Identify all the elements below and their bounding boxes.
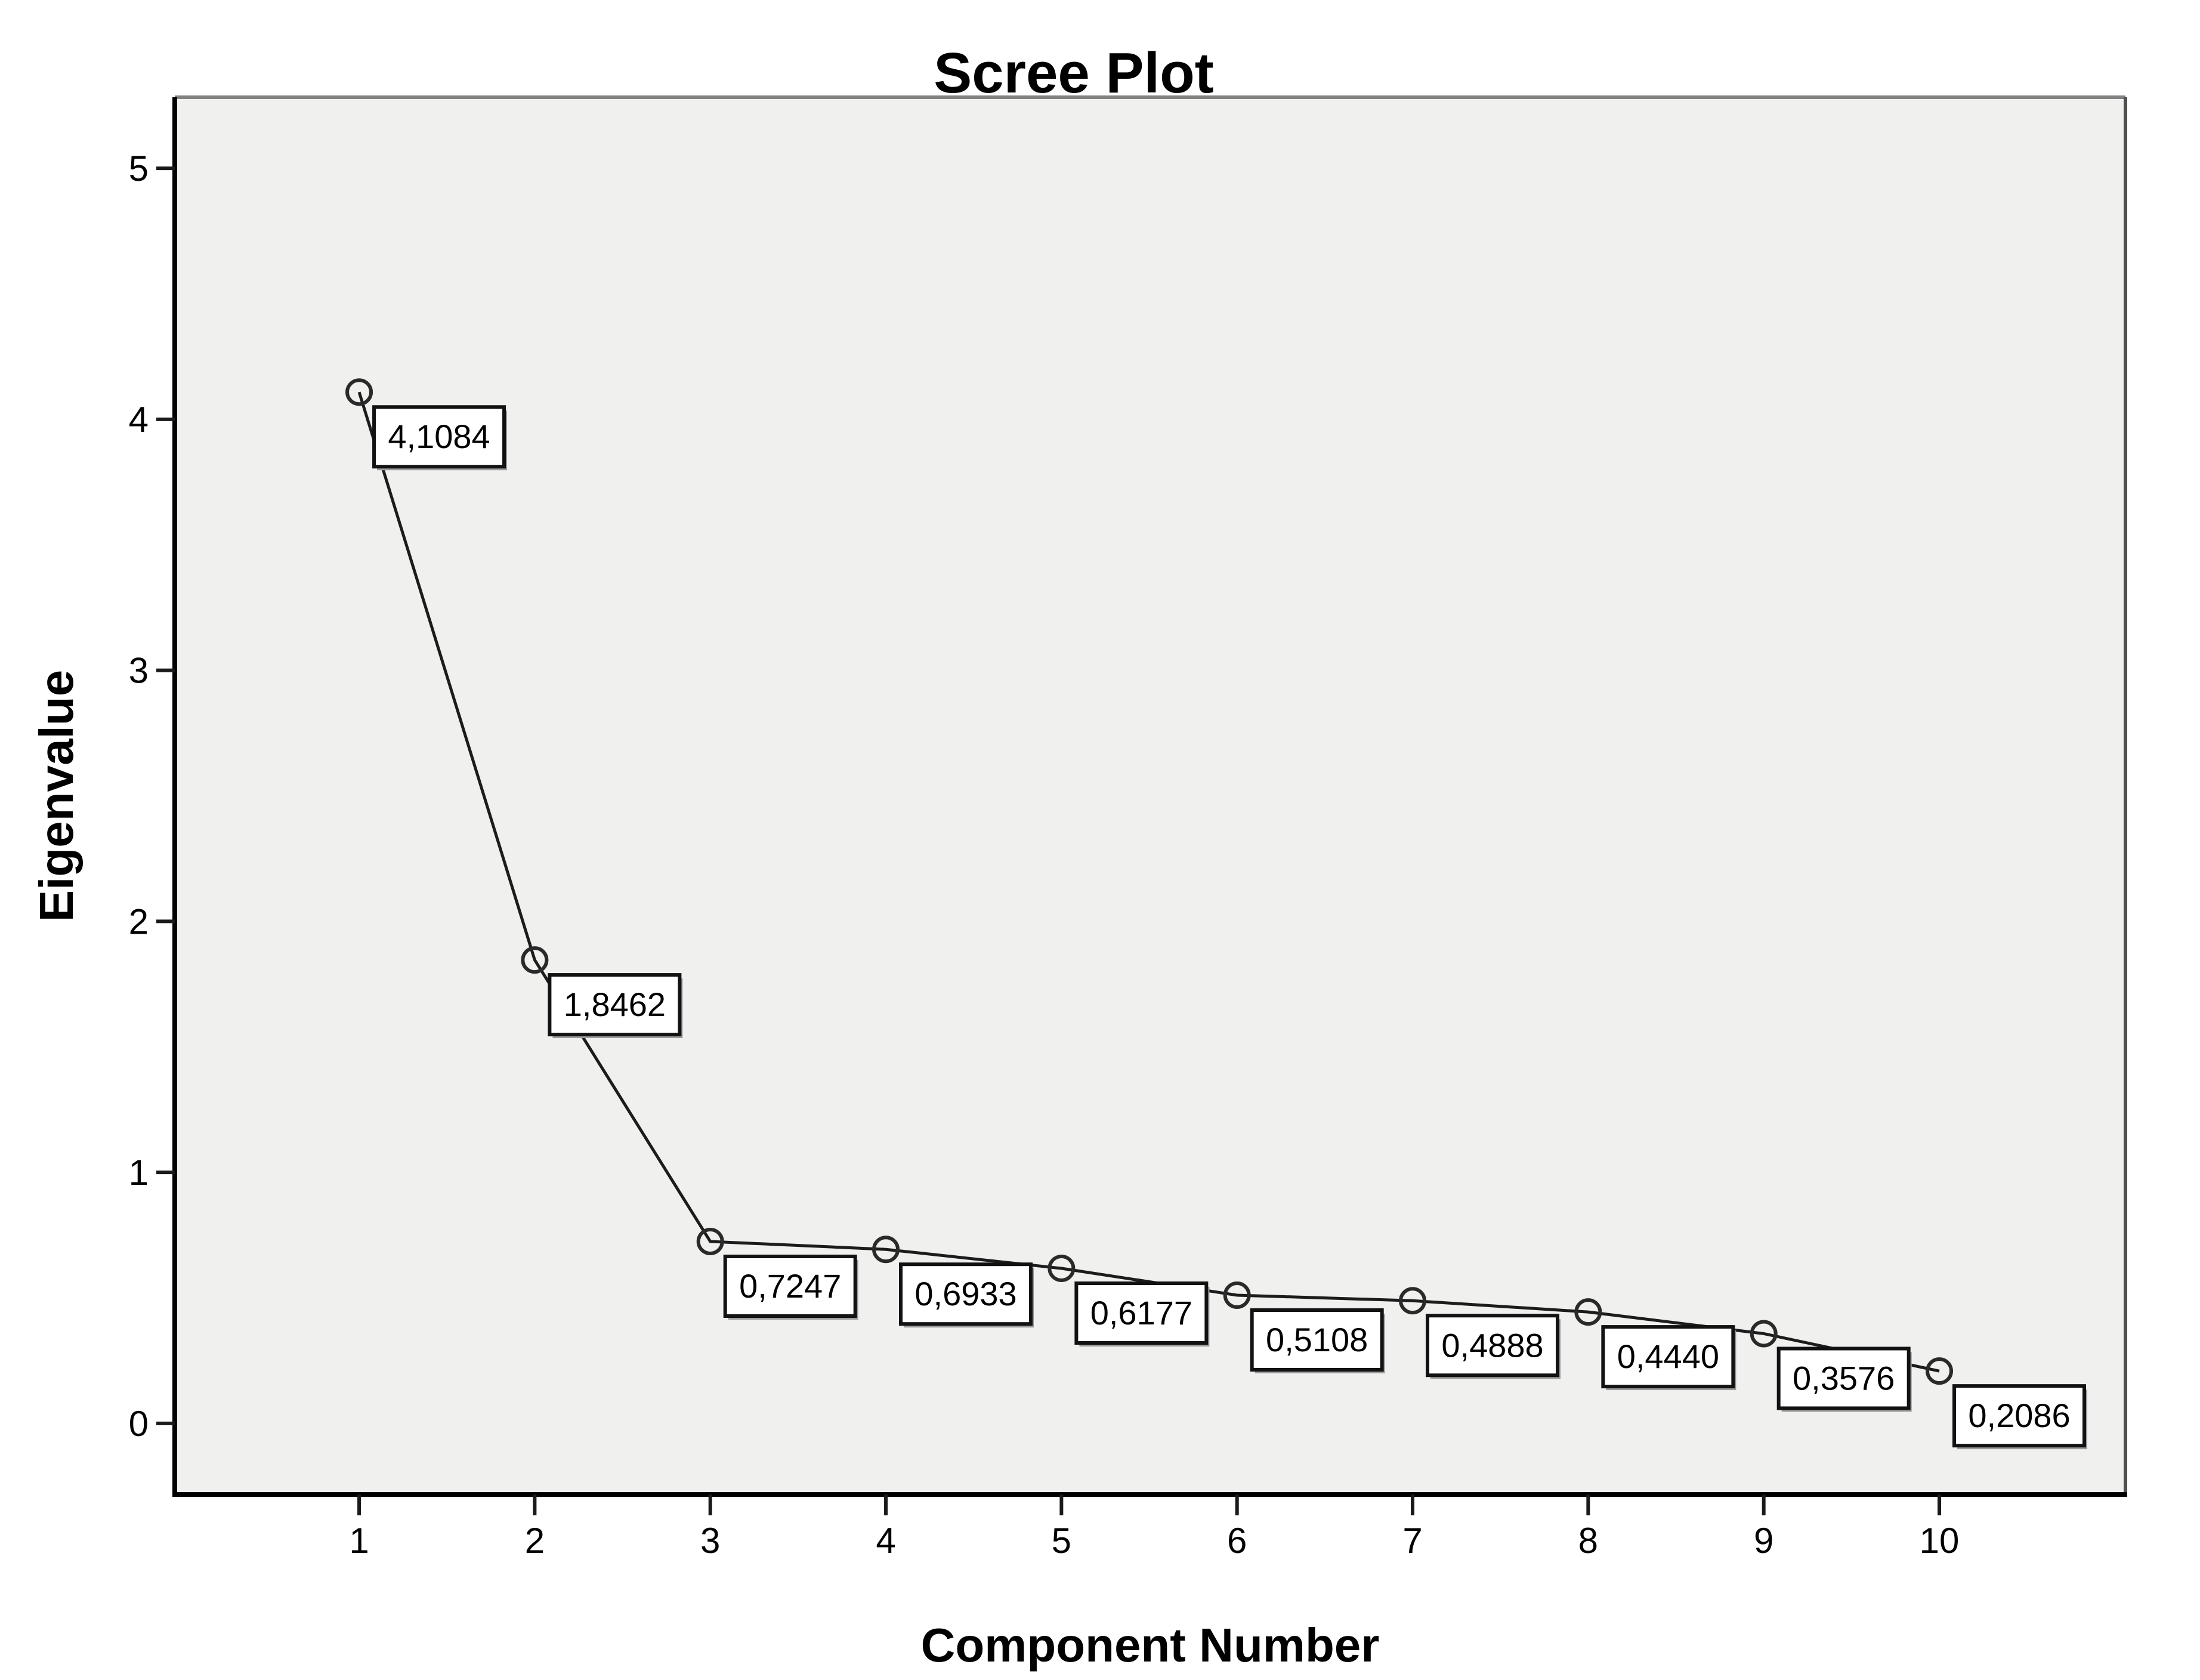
data-point-marker	[696, 1227, 724, 1255]
x-tick-label: 4	[876, 1521, 895, 1561]
x-tick-label: 5	[1052, 1521, 1071, 1561]
point-label: 0,2086	[1968, 1397, 2070, 1434]
point-label-box	[1776, 1347, 1911, 1410]
point-label: 0,6177	[1090, 1294, 1192, 1332]
point-label-box	[548, 973, 682, 1037]
y-tick-label: 3	[129, 651, 149, 691]
x-tick-label: 8	[1578, 1521, 1598, 1561]
x-tick-label: 2	[525, 1521, 545, 1561]
y-tick-label: 1	[129, 1153, 149, 1193]
point-label: 0,3576	[1793, 1359, 1895, 1397]
data-point-marker	[1399, 1287, 1427, 1315]
y-tick-label: 4	[129, 400, 149, 440]
point-label-box	[372, 405, 506, 469]
data-point-marker	[1750, 1320, 1778, 1348]
data-point-marker	[1574, 1298, 1602, 1326]
data-point-marker	[345, 378, 373, 406]
plot-area	[175, 97, 2125, 1494]
y-tick-label: 0	[129, 1404, 149, 1444]
data-point-marker	[521, 946, 549, 974]
point-label: 4,1084	[388, 418, 490, 455]
point-label: 0,5108	[1266, 1321, 1368, 1358]
data-point-marker	[1926, 1357, 1954, 1385]
point-label: 0,7247	[739, 1267, 841, 1305]
x-tick-label: 10	[1920, 1521, 1960, 1561]
point-label-box	[899, 1262, 1033, 1326]
point-label-box	[723, 1254, 857, 1318]
chart-title: Scree Plot	[934, 41, 1214, 105]
point-label-box	[1074, 1281, 1209, 1345]
point-label: 0,6933	[914, 1275, 1016, 1312]
x-tick-label: 3	[700, 1521, 720, 1561]
x-tick-label: 9	[1754, 1521, 1773, 1561]
y-tick-label: 2	[129, 901, 149, 941]
x-tick-label: 7	[1402, 1521, 1422, 1561]
x-tick-label: 1	[349, 1521, 369, 1561]
point-label-box	[1952, 1384, 2087, 1448]
data-point-marker	[1048, 1255, 1076, 1283]
point-label-box	[1601, 1325, 1735, 1389]
x-tick-label: 6	[1227, 1521, 1247, 1561]
data-point-marker	[1223, 1281, 1251, 1309]
x-axis-title: Component Number	[921, 1619, 1380, 1672]
point-label: 1,8462	[564, 986, 666, 1023]
point-label-box	[1426, 1314, 1560, 1378]
y-axis-title: Eigenvalue	[30, 670, 83, 922]
point-label: 0,4440	[1617, 1338, 1719, 1375]
y-tick-label: 5	[129, 149, 149, 189]
point-label: 0,4888	[1441, 1326, 1543, 1364]
data-point-marker	[872, 1236, 900, 1264]
point-label-box	[1250, 1308, 1384, 1372]
